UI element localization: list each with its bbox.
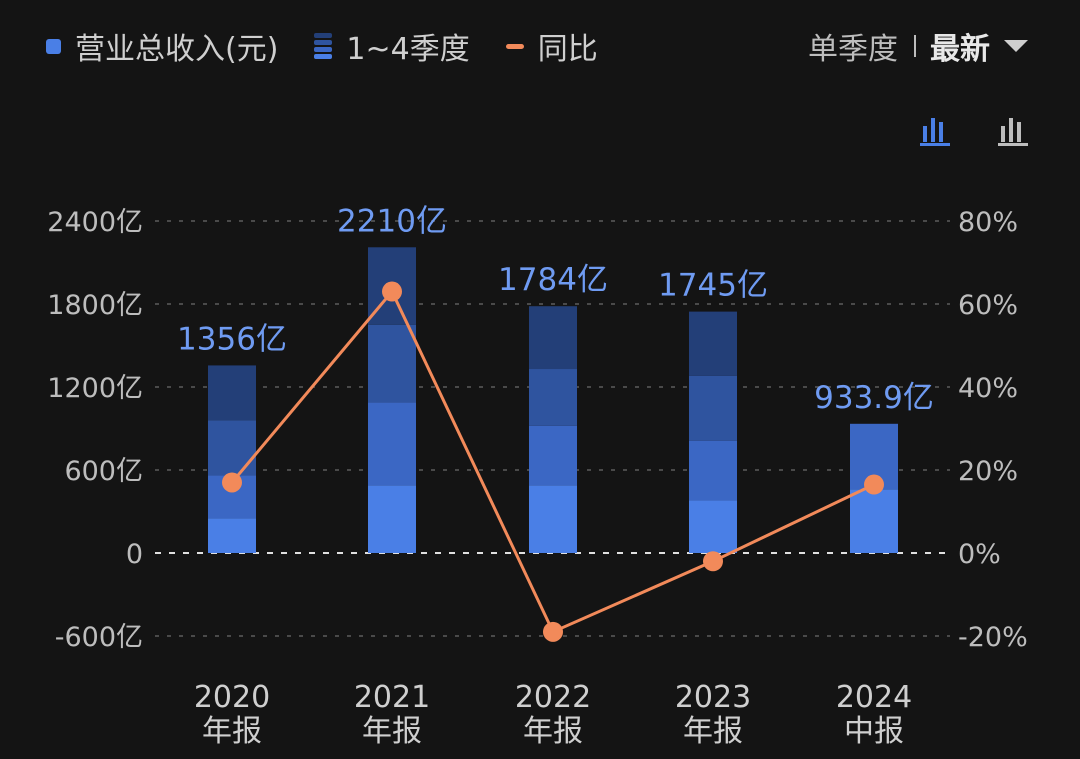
bar-segment xyxy=(689,311,737,376)
quarters-swatch-icon xyxy=(314,33,333,59)
left-axis-tick-label: 1800亿 xyxy=(47,290,143,321)
bar-total-label: 933.9亿 xyxy=(814,380,934,416)
bar-segment xyxy=(368,324,416,403)
stacked-bar-chart-icon[interactable] xyxy=(918,112,952,146)
period-selector: 单季度 最新 xyxy=(808,22,1028,70)
right-axis-tick-label: 40% xyxy=(958,373,1018,404)
yoy-point xyxy=(382,281,402,302)
bar-segment xyxy=(208,518,256,553)
legend-item-quarters[interactable]: 1~4季度 xyxy=(314,24,470,68)
left-axis-tick-label: -600亿 xyxy=(55,622,143,653)
yoy-point xyxy=(543,621,563,642)
caret-down-icon[interactable] xyxy=(1004,40,1028,52)
left-axis-tick-label: 600亿 xyxy=(64,456,143,487)
bar-segment xyxy=(368,485,416,553)
bar-segment xyxy=(529,306,577,370)
bar-segment xyxy=(368,402,416,486)
x-axis-year-label: 2024 xyxy=(836,680,912,715)
bar-segment xyxy=(529,425,577,486)
legend-item-revenue[interactable]: 营业总收入(元) xyxy=(46,24,278,68)
bar-segment xyxy=(529,485,577,553)
chart-type-switch xyxy=(918,112,1030,146)
x-axis-period-label: 年报 xyxy=(683,714,743,749)
bar-chart-icon[interactable] xyxy=(996,112,1030,146)
x-axis-year-label: 2021 xyxy=(354,680,430,715)
legend-label-revenue: 营业总收入(元) xyxy=(75,32,279,67)
legend-label-yoy: 同比 xyxy=(537,32,598,67)
bar-total-label: 1356亿 xyxy=(177,321,287,357)
bar-segment xyxy=(689,375,737,441)
left-axis-tick-label: 2400亿 xyxy=(47,207,143,238)
bar-segment xyxy=(208,420,256,476)
bar-segment xyxy=(529,369,577,426)
revenue-swatch-icon xyxy=(46,38,61,54)
yoy-point xyxy=(864,474,884,495)
single-quarter-toggle[interactable]: 单季度 xyxy=(808,32,898,67)
x-axis-period-label: 年报 xyxy=(202,714,262,749)
x-axis-year-label: 2022 xyxy=(515,680,591,715)
right-axis-tick-label: 60% xyxy=(958,290,1018,321)
legend-label-quarters: 1~4季度 xyxy=(346,32,470,67)
bar-segment xyxy=(689,440,737,501)
x-axis-period-label: 年报 xyxy=(362,714,422,749)
yoy-point xyxy=(222,472,242,493)
yoy-swatch-icon xyxy=(505,43,524,49)
right-axis-tick-label: 80% xyxy=(958,207,1018,238)
x-axis-year-label: 2023 xyxy=(675,680,751,715)
x-axis-period-label: 年报 xyxy=(523,714,583,749)
bar-segment xyxy=(689,500,737,553)
x-axis-year-label: 2020 xyxy=(194,680,270,715)
legend: 营业总收入(元) 1~4季度 同比 xyxy=(46,22,634,70)
left-axis-tick-label: 1200亿 xyxy=(47,373,143,404)
bar-segment xyxy=(850,489,898,553)
bar-total-label: 1784亿 xyxy=(498,262,608,298)
right-axis-tick-label: 20% xyxy=(958,456,1018,487)
right-axis-tick-label: -20% xyxy=(958,622,1028,653)
latest-dropdown[interactable]: 最新 xyxy=(930,32,990,67)
separator xyxy=(914,35,916,57)
left-axis-tick-label: 0 xyxy=(126,539,143,570)
x-axis-period-label: 中报 xyxy=(844,714,904,749)
legend-item-yoy[interactable]: 同比 xyxy=(505,24,598,68)
bar-segment xyxy=(208,365,256,421)
right-axis-tick-label: 0% xyxy=(958,539,1001,570)
yoy-point xyxy=(703,551,723,572)
bar-total-label: 2210亿 xyxy=(337,203,447,239)
bar-total-label: 1745亿 xyxy=(658,268,768,304)
